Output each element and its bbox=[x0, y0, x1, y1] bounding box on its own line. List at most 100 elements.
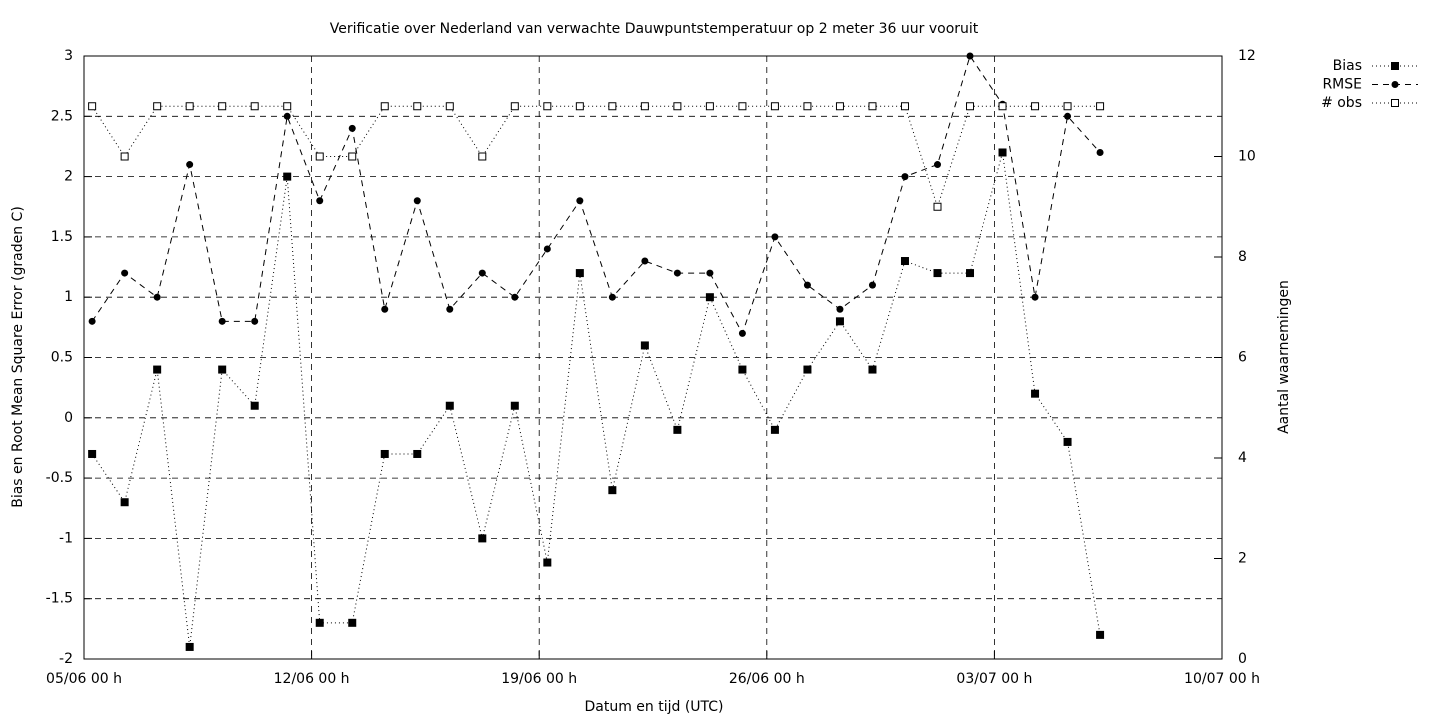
y-tick-label: 1.5 bbox=[51, 229, 73, 245]
data-point bbox=[575, 269, 584, 278]
data-point bbox=[1096, 148, 1104, 156]
series-line bbox=[91, 105, 1101, 209]
data-point bbox=[966, 269, 975, 278]
chart-title: Verificatie over Nederland van verwachte… bbox=[330, 21, 979, 37]
data-point bbox=[900, 257, 909, 266]
y2-tick-label: 4 bbox=[1238, 450, 1247, 466]
data-point bbox=[966, 52, 974, 60]
data-point bbox=[1096, 102, 1105, 111]
data-point bbox=[88, 449, 97, 458]
data-point bbox=[803, 281, 811, 289]
data-point bbox=[673, 102, 682, 111]
data-point bbox=[153, 365, 162, 374]
data-point bbox=[348, 124, 356, 132]
data-point bbox=[283, 112, 291, 120]
data-point bbox=[348, 152, 357, 161]
data-point bbox=[186, 161, 194, 169]
y2-tick-label: 6 bbox=[1238, 350, 1247, 366]
data-point bbox=[1096, 630, 1105, 639]
data-point bbox=[673, 425, 682, 434]
data-point bbox=[153, 293, 161, 301]
data-point bbox=[705, 102, 714, 111]
data-point bbox=[1031, 102, 1040, 111]
data-point bbox=[316, 197, 324, 205]
x-tick-label: 12/06 00 h bbox=[274, 671, 350, 687]
data-point bbox=[836, 305, 844, 313]
data-point bbox=[185, 642, 194, 651]
data-point bbox=[770, 425, 779, 434]
y-tick-label: -1.5 bbox=[46, 591, 73, 607]
y2-tick-label: 12 bbox=[1238, 48, 1256, 64]
y-tick-label: -1 bbox=[59, 530, 73, 546]
y-tick-label: -2 bbox=[59, 651, 73, 667]
data-point bbox=[640, 102, 649, 111]
data-point bbox=[413, 102, 422, 111]
legend-label: Bias bbox=[1333, 58, 1362, 74]
data-point bbox=[1031, 293, 1039, 301]
data-point bbox=[250, 102, 259, 111]
data-point bbox=[1031, 389, 1040, 398]
data-point bbox=[738, 365, 747, 374]
y-tick-label: -0.5 bbox=[46, 470, 73, 486]
data-point bbox=[575, 102, 584, 111]
data-point bbox=[511, 293, 519, 301]
data-point bbox=[706, 269, 714, 277]
data-point bbox=[445, 102, 454, 111]
data-point bbox=[1063, 102, 1072, 111]
data-point bbox=[283, 172, 292, 181]
data-point bbox=[543, 558, 552, 567]
series-line bbox=[91, 54, 1101, 335]
data-point bbox=[120, 152, 129, 161]
data-point bbox=[121, 269, 129, 277]
data-point bbox=[380, 102, 389, 111]
data-point bbox=[641, 257, 649, 265]
data-point bbox=[413, 449, 422, 458]
data-point bbox=[738, 329, 746, 337]
x-tick-label: 05/06 00 h bbox=[46, 671, 122, 687]
data-point bbox=[381, 305, 389, 313]
y2-tick-label: 8 bbox=[1238, 249, 1247, 265]
y-tick-label: 0.5 bbox=[51, 350, 73, 366]
data-point bbox=[933, 269, 942, 278]
y-axis-label: Bias en Root Mean Square Error (graden C… bbox=[10, 206, 26, 508]
y-tick-label: 1 bbox=[64, 289, 73, 305]
series-line bbox=[91, 152, 1101, 647]
data-point bbox=[966, 102, 975, 111]
data-point bbox=[218, 317, 226, 325]
data-point bbox=[120, 498, 129, 507]
legend-label: # obs bbox=[1321, 95, 1362, 111]
x-tick-label: 26/06 00 h bbox=[729, 671, 805, 687]
data-point bbox=[510, 102, 519, 111]
data-point bbox=[673, 269, 681, 277]
data-point bbox=[185, 102, 194, 111]
data-point bbox=[933, 202, 942, 211]
legend-marker bbox=[1391, 81, 1399, 88]
y2-tick-label: 2 bbox=[1238, 551, 1247, 567]
data-point bbox=[250, 401, 259, 410]
data-point bbox=[153, 102, 162, 111]
data-point bbox=[510, 401, 519, 410]
data-point bbox=[413, 197, 421, 205]
data-point bbox=[88, 102, 97, 111]
data-point bbox=[446, 305, 454, 313]
x-tick-label: 03/07 00 h bbox=[956, 671, 1032, 687]
data-point bbox=[998, 102, 1007, 111]
y-tick-label: 0 bbox=[64, 410, 73, 426]
data-point bbox=[770, 102, 779, 111]
data-point bbox=[771, 233, 779, 241]
data-point bbox=[868, 102, 877, 111]
data-point bbox=[998, 148, 1007, 157]
data-point bbox=[835, 317, 844, 326]
data-point bbox=[900, 102, 909, 111]
data-point bbox=[218, 102, 227, 111]
data-point bbox=[218, 365, 227, 374]
y2-tick-label: 0 bbox=[1238, 651, 1247, 667]
data-point bbox=[738, 102, 747, 111]
data-point bbox=[445, 401, 454, 410]
data-point bbox=[251, 317, 259, 325]
data-point bbox=[315, 152, 324, 161]
data-point bbox=[543, 245, 551, 253]
data-point bbox=[380, 449, 389, 458]
